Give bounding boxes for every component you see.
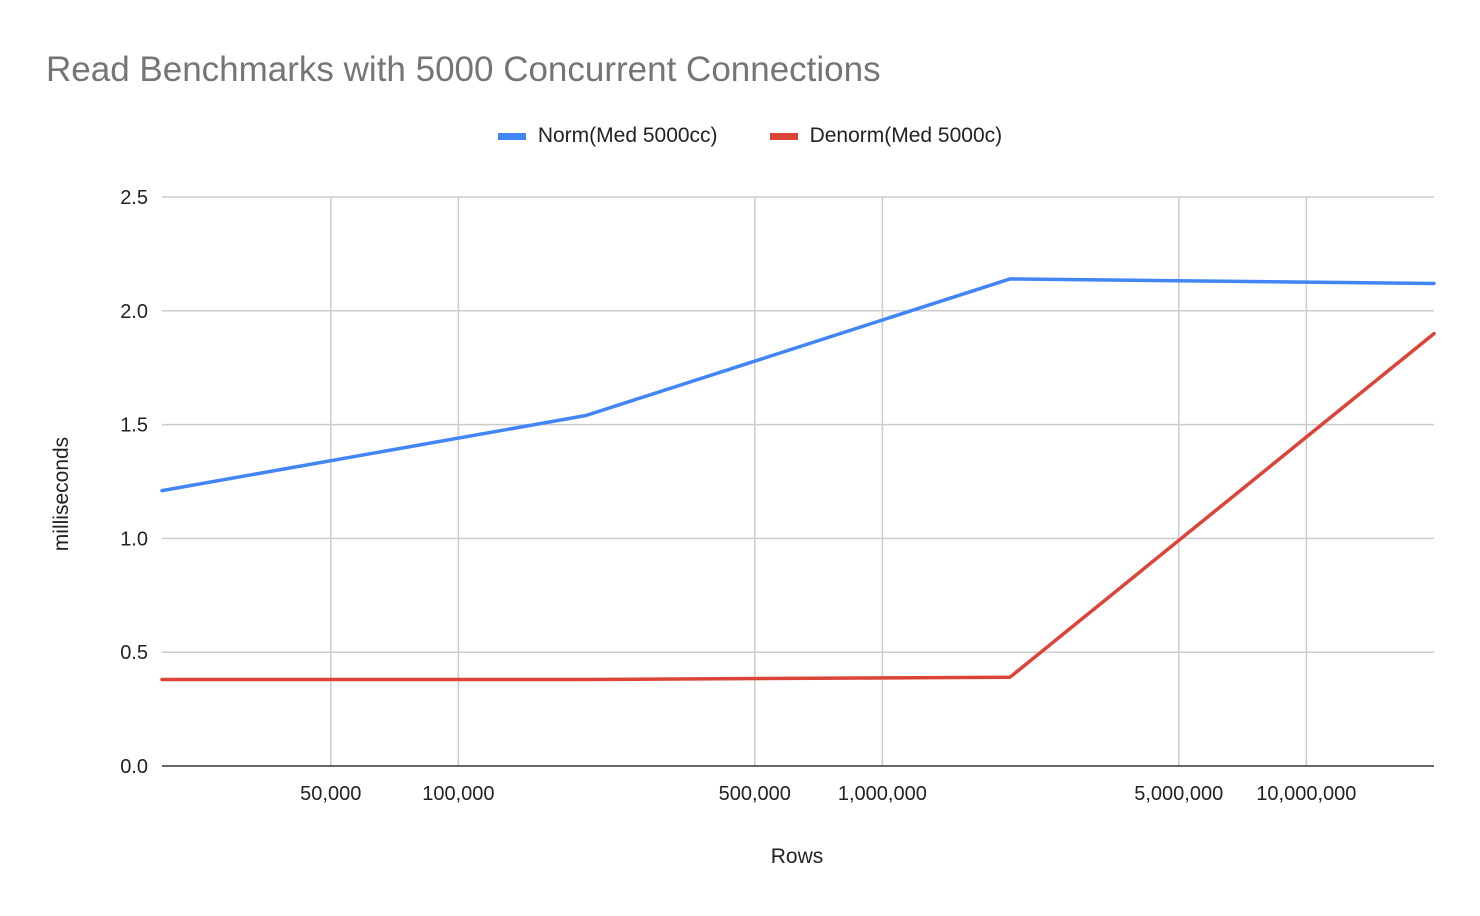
series-line-1	[160, 331, 1436, 682]
y-tick-label: 0.5	[120, 642, 148, 664]
y-tick-label: 1.0	[120, 528, 148, 550]
y-tick-label: 2.0	[120, 301, 148, 323]
legend-swatch-norm	[497, 132, 526, 140]
x-tick-label: 100,000	[422, 783, 494, 805]
legend-label-norm: Norm(Med 5000cc)	[537, 124, 718, 147]
series-layer	[160, 277, 1436, 682]
x-tick-label: 500,000	[719, 783, 791, 805]
x-axis-title: Rows	[771, 845, 824, 868]
x-tick-label: 1,000,000	[838, 783, 927, 805]
axis-layer: 0.0 0.5 1.0 1.5 2.0 2.5 50,000 100,000 500,000 1,…	[120, 187, 1434, 805]
y-tick-label: 0.0	[120, 756, 148, 778]
grid-layer	[162, 196, 1434, 766]
series-line-0	[160, 277, 1436, 493]
y-tick-label: 1.5	[120, 415, 148, 437]
x-tick-label: 50,000	[300, 783, 361, 805]
legend-swatch-denorm	[769, 132, 798, 140]
legend-label-denorm: Denorm(Med 5000c)	[809, 124, 1003, 147]
x-tick-label: 5,000,000	[1134, 783, 1223, 805]
y-tick-label: 2.5	[120, 187, 148, 209]
legend: Norm(Med 5000cc) Denorm(Med 5000c)	[0, 124, 1480, 148]
y-axis-title: milliseconds	[50, 437, 73, 551]
x-tick-label: 10,000,000	[1256, 783, 1356, 805]
chart-title: Read Benchmarks with 5000 Concurrent Con…	[46, 50, 881, 89]
legend-item-denorm[interactable]: Denorm(Med 5000c)	[750, 124, 1003, 148]
legend-item-norm[interactable]: Norm(Med 5000cc)	[478, 124, 718, 148]
